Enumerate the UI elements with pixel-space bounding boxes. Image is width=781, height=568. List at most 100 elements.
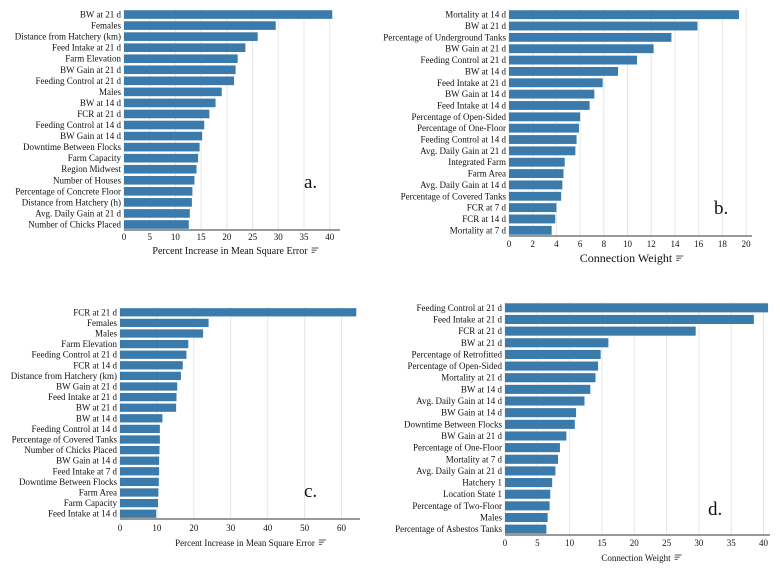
category-label: BW at 14 d [76,413,118,423]
bar [120,414,163,423]
bar [120,371,181,381]
category-label: Farm Area [468,169,506,179]
x-tick-label: 50 [300,523,310,533]
bar [120,456,160,465]
category-label: Percentage of Concrete Floor [15,186,121,196]
x-tick-label: 10 [152,523,162,533]
category-label: BW at 21 d [461,338,503,348]
bar [124,187,193,196]
category-label: BW Gain at 14 d [441,408,502,418]
category-label: BW at 14 d [461,384,503,394]
category-label: Percentage of Open-Sided [408,361,503,371]
x-tick-label: 20 [630,538,640,548]
category-label: Females [87,318,117,328]
bar [124,87,222,97]
bar [120,392,177,402]
x-tick-label: 35 [300,232,310,242]
bar [505,314,754,325]
bar [509,78,603,88]
bar [505,478,553,488]
bar [505,303,769,313]
x-tick-label: 25 [248,232,258,242]
bar [509,191,562,201]
category-label: BW at 21 d [76,403,118,413]
category-label: Avg. Daily Gain at 14 d [420,180,506,190]
x-tick-label: 30 [274,232,284,242]
x-axis-label: Connection Weight [601,553,671,563]
category-label: Farm Elevation [61,339,117,349]
bar [505,501,550,511]
bar [124,43,246,52]
bar [509,32,672,42]
bar [509,146,576,156]
category-label: FCR at 21 d [458,326,502,336]
x-tick-label: 8 [602,239,607,249]
bar [120,318,209,328]
bar [124,142,200,152]
bar [124,164,197,174]
category-label: BW Gain at 21 d [56,382,117,392]
bar [120,477,159,487]
x-tick-label: 10 [171,232,181,242]
category-label: BW Gain at 21 d [445,44,506,54]
bar [120,498,159,508]
x-tick-label: 40 [263,523,273,533]
category-label: BW at 21 d [465,21,507,31]
category-label: Feed Intake at 21 d [48,392,117,402]
sort-icon [311,247,319,253]
category-label: Percentage of Asbestos Tanks [395,524,502,534]
category-label: Females [91,21,121,31]
category-label: FCR at 21 d [77,109,121,119]
bar [124,220,189,229]
bar [505,396,585,406]
x-tick-label: 30 [226,523,236,533]
category-label: Percentage of One-Floor [413,443,502,453]
bar [120,488,159,497]
category-label: Feeding Control at 14 d [36,120,122,130]
category-label: Feeding Control at 14 d [32,424,118,434]
x-axis-label: Percent Increase in Mean Square Error [175,538,315,548]
bar [120,329,204,338]
category-label: Feed Intake at 21 d [433,314,502,324]
category-label: Number of Chicks Placed [24,445,117,455]
bar [505,326,696,336]
bar [120,509,157,518]
bar [124,10,333,19]
category-label: Hatchery 1 [462,478,502,488]
x-tick-label: 12 [647,239,656,249]
category-label: Feeding Control at 21 d [32,350,118,360]
panel-label: c. [304,481,317,502]
category-label: Percentage of Retrofitted [412,349,503,359]
x-tick-label: 16 [694,239,704,249]
bar [120,424,160,434]
category-label: Males [99,87,121,97]
category-label: Mortality at 14 d [445,10,506,20]
bar [505,408,577,418]
category-label: Males [480,513,502,523]
x-tick-label: 0 [507,239,512,249]
x-tick-label: 5 [147,232,152,242]
bar [120,403,177,412]
category-label: FCR at 7 d [467,203,507,213]
panel-label: a. [304,172,317,193]
bar [124,98,216,108]
bar [509,44,654,54]
category-label: Feed Intake at 14 d [437,100,506,110]
bar [124,32,258,41]
bar [505,384,591,394]
bar [509,89,595,99]
sort-icon [676,255,684,261]
bar [509,225,552,235]
x-tick-label: 35 [727,538,737,548]
x-tick-label: 15 [197,232,207,242]
category-label: BW Gain at 21 d [60,65,121,75]
category-label: Feed Intake at 7 d [53,466,118,476]
category-label: Feed Intake at 21 d [437,78,506,88]
category-label: Distance from Hatchery (km) [11,371,117,381]
category-label: Region Midwest [61,164,121,174]
category-label: Number of Chicks Placed [28,219,121,229]
category-label: Downtime Between Flocks [19,477,117,487]
